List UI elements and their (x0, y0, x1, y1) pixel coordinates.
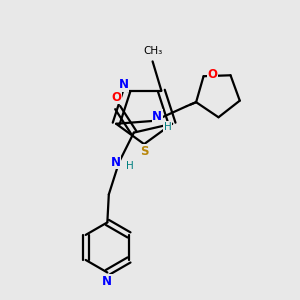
Text: N: N (119, 79, 129, 92)
Text: CH₃: CH₃ (143, 46, 162, 56)
Text: O: O (207, 68, 218, 81)
Text: H: H (125, 161, 133, 172)
Text: H: H (164, 122, 172, 132)
Text: N: N (152, 110, 162, 123)
Text: S: S (140, 145, 148, 158)
Text: N: N (102, 275, 112, 288)
Text: O: O (111, 91, 121, 104)
Text: N: N (111, 155, 121, 169)
